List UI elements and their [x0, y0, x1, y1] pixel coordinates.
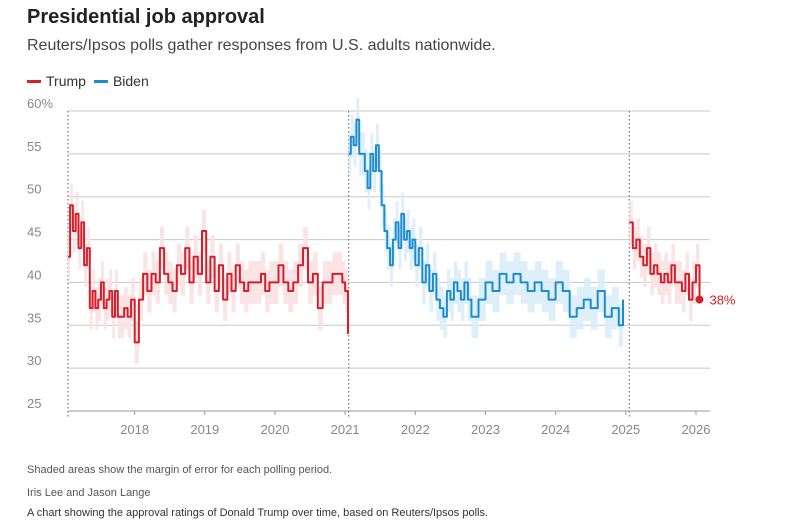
series-line-biden — [348, 118, 624, 327]
chart-area: 60% 55 50 45 40 35 30 25 2018 2019 2020 2021 2022 202… — [0, 95, 785, 450]
margin-band-trump-term-2 — [629, 201, 700, 321]
y-tick-label: 50 — [27, 182, 41, 197]
legend-swatch-biden — [93, 79, 108, 83]
latest-value-label: 38% — [709, 293, 735, 308]
y-tick-label: 30 — [27, 353, 41, 368]
legend-item-trump: Trump — [27, 73, 86, 89]
x-tick-label: 2023 — [471, 422, 500, 437]
chart-title: Presidential job approval — [27, 6, 265, 28]
byline: Iris Lee and Jason Lange — [27, 487, 151, 499]
legend-swatch-trump — [27, 79, 41, 83]
series-line-trump-term-1 — [68, 204, 349, 344]
y-tick-label: 25 — [27, 396, 41, 411]
series-line-trump-term-2 — [629, 221, 701, 301]
margin-band-biden — [348, 98, 623, 347]
y-tick-label: 35 — [27, 310, 41, 325]
x-tick-label: 2025 — [611, 422, 640, 437]
approval-line-chart: 60% 55 50 45 40 35 30 25 2018 2019 2020 2021 2022 202… — [27, 96, 736, 437]
footnote: Shaded areas show the margin of error fo… — [27, 464, 333, 476]
y-tick-label: 45 — [27, 225, 41, 240]
x-tick-label: 2019 — [190, 422, 219, 437]
x-tick-label: 2026 — [682, 422, 711, 437]
latest-value-point — [695, 295, 704, 304]
x-tick-label: 2024 — [541, 422, 570, 437]
x-tick-label: 2022 — [401, 422, 430, 437]
caption: A chart showing the approval ratings of … — [27, 507, 489, 519]
chart-subtitle: Reuters/Ipsos polls gather responses fro… — [27, 37, 496, 54]
legend-item-biden: Biden — [93, 73, 149, 89]
y-tick-label: 40 — [27, 267, 41, 282]
legend-label-biden: Biden — [112, 73, 149, 89]
x-tick-label: 2018 — [120, 422, 149, 437]
y-tick-label: 55 — [27, 139, 41, 154]
chart-legend: Trump Biden — [27, 73, 157, 89]
y-tick-label: 60% — [27, 96, 53, 111]
margin-band-trump-term-1 — [68, 183, 348, 364]
x-tick-label: 2021 — [331, 422, 360, 437]
legend-label-trump: Trump — [46, 73, 86, 89]
x-tick-label: 2020 — [261, 422, 290, 437]
